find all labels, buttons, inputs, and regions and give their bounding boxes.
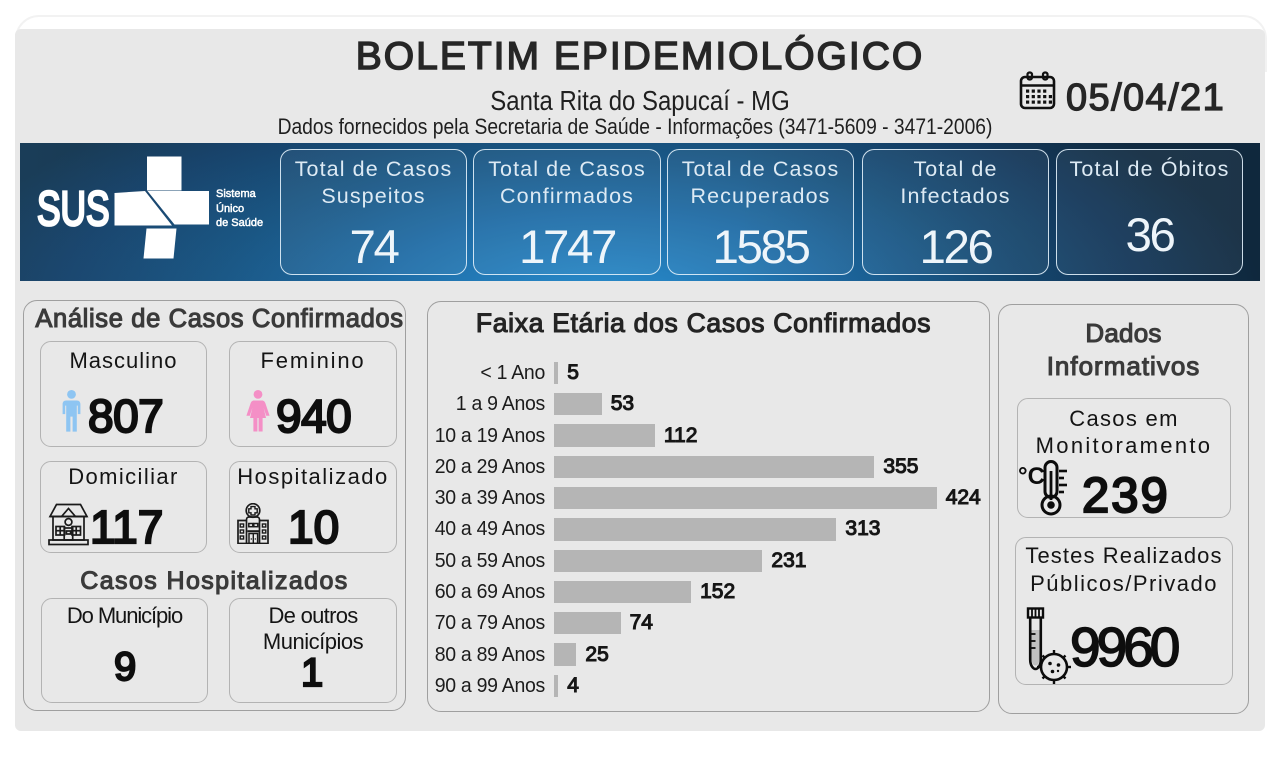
svg-text:°C: °C xyxy=(1018,463,1045,490)
